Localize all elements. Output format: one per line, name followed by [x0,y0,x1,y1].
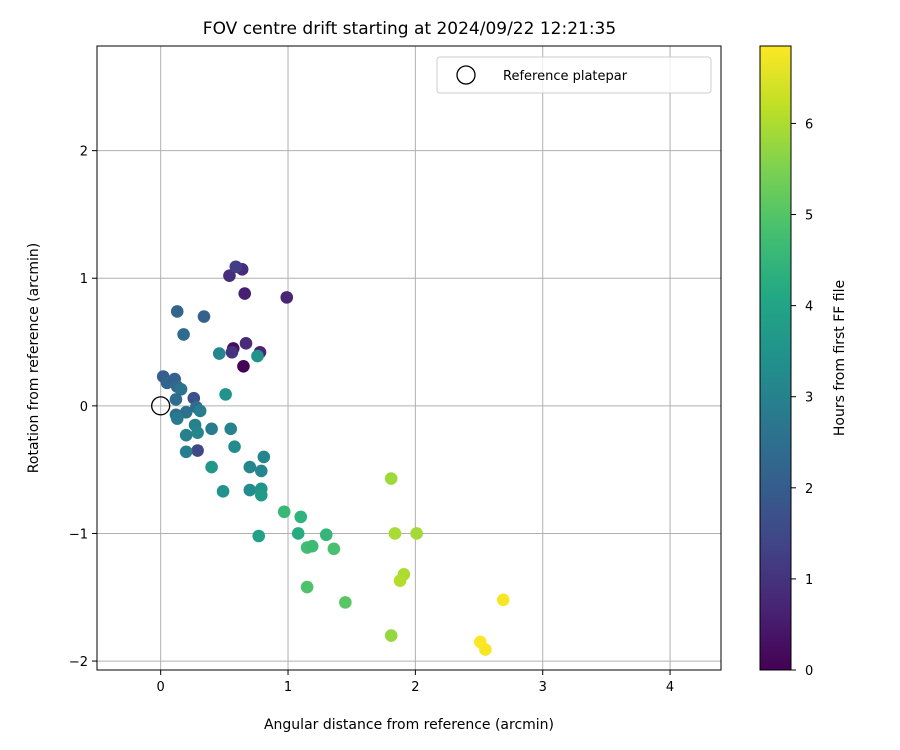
data-point [216,485,230,498]
data-point [384,472,398,485]
legend: Reference platepar [436,56,712,94]
chart-title: FOV centre drift starting at 2024/09/22 … [203,19,616,39]
data-point [179,428,193,442]
data-point [300,580,314,594]
data-point [339,596,352,609]
data-point [388,527,402,540]
x-tick-label: 0 [157,680,165,695]
data-point [205,422,218,436]
data-points [151,260,510,656]
data-point [224,422,238,436]
plot-frame [96,45,722,671]
colorbar: 0 1 2 3 4 5 6 Hours from first FF file [759,45,848,679]
data-point [252,529,266,543]
data-point [280,291,294,304]
y-tick-label: 0 [80,400,88,415]
legend-reference-marker [456,65,476,85]
y-tick-label: −1 [69,527,88,542]
data-point [219,388,232,401]
data-point [225,345,239,359]
reference-platepar-marker [151,396,171,416]
data-point [179,405,193,419]
y-tick-label: 2 [80,145,88,160]
data-point [193,404,207,418]
colorbar-frame [759,45,792,671]
colorbar-tick-label: 2 [805,482,813,497]
colorbar-tick-label: 3 [805,391,813,406]
data-point [257,450,271,464]
data-point [277,505,291,519]
x-tick-label: 3 [539,680,547,695]
data-point [179,445,193,459]
data-point [223,269,236,282]
data-point [229,260,243,274]
data-point [479,643,492,656]
data-point [228,440,241,453]
colorbar-tick-label: 6 [805,117,813,132]
colorbar-label: Hours from first FF file [832,280,848,436]
data-point [294,510,308,524]
x-axis-label: Angular distance from reference (arcmin) [264,717,554,733]
y-axis-ticks: −2 −1 0 1 2 [69,145,97,670]
data-point [384,629,398,642]
data-point [170,412,184,425]
data-point [212,347,226,360]
data-point [169,393,183,406]
x-tick-label: 1 [284,680,292,695]
data-point [174,382,188,396]
data-point [205,460,218,474]
colorbar-tick-label: 5 [805,209,813,224]
data-point [327,542,341,556]
colorbar-gradient [760,46,791,670]
data-point [254,464,268,478]
data-point [254,488,268,502]
data-point [239,337,253,350]
data-point [170,305,184,318]
colorbar-tick-label: 0 [805,664,813,679]
x-axis-ticks: 0 1 2 3 4 [157,670,674,695]
data-point [393,574,407,587]
x-tick-label: 2 [411,680,419,695]
colorbar-tick-label: 1 [805,573,813,588]
data-point [238,287,252,300]
data-point [305,539,319,553]
data-point [319,528,333,542]
colorbar-ticks: 0 1 2 3 4 5 6 [791,117,813,679]
data-point [251,349,264,363]
x-tick-label: 4 [666,680,674,695]
y-axis-label: Rotation from reference (arcmin) [26,243,42,473]
legend-box [436,56,712,94]
grid-lines [97,46,721,670]
data-point [243,460,257,474]
y-tick-label: −2 [69,655,88,670]
y-tick-label: 1 [80,272,88,287]
data-point [291,527,305,540]
data-point [237,359,250,373]
data-point [191,426,204,439]
legend-label: Reference platepar [503,69,628,84]
data-point [177,328,190,341]
data-point [496,593,510,607]
colorbar-tick-label: 4 [805,300,813,315]
data-point [410,527,423,540]
data-point [197,310,211,323]
data-point [243,483,257,497]
data-point [191,444,204,457]
